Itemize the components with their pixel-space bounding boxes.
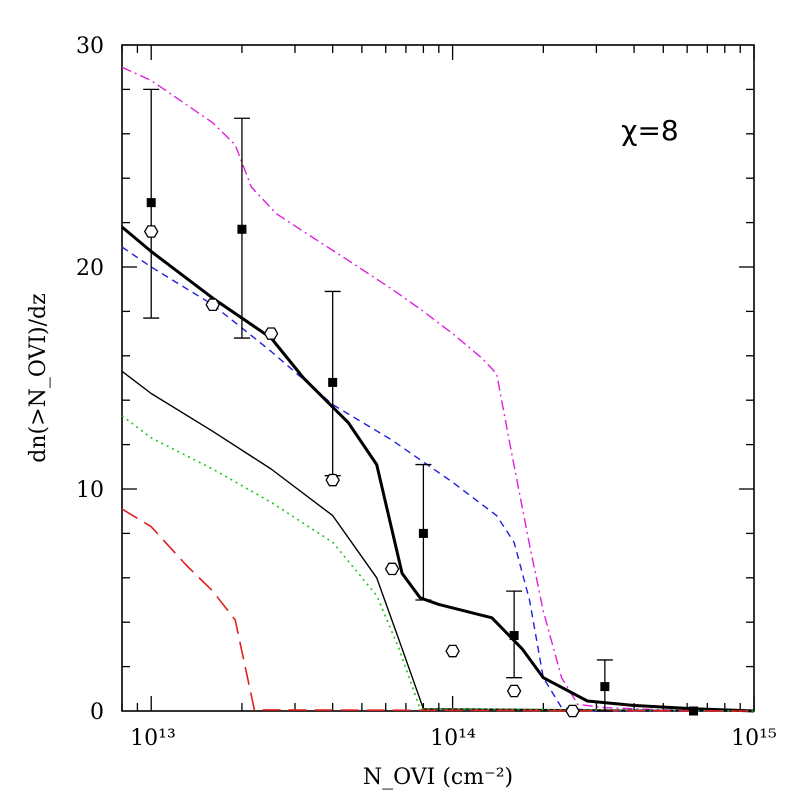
square-data-point — [146, 198, 156, 208]
square-data-point — [509, 631, 519, 641]
series-line-thick-solid — [121, 225, 755, 713]
square-data-point — [689, 706, 699, 716]
y-tick-label-0: 0 — [90, 700, 104, 725]
square-data-point — [418, 528, 428, 538]
series-group — [121, 66, 755, 713]
points-group — [143, 88, 699, 718]
axis-ticks — [121, 45, 755, 711]
series-line-dotted — [121, 415, 755, 712]
y-tick-label-10: 10 — [76, 478, 104, 503]
square-data-point — [600, 682, 610, 692]
hexagon-data-point — [445, 644, 460, 658]
series-line-thin-solid — [121, 370, 755, 712]
y-axis-label: dn(>N_OVI)/dz — [26, 293, 51, 462]
x-tick-label-1e13: 10¹³ — [130, 726, 176, 751]
x-axis-label: N_OVI (cm⁻²) — [363, 765, 513, 790]
series-line-short-dash — [121, 246, 754, 712]
hexagon-data-point — [506, 684, 522, 698]
hexagon-data-point — [263, 327, 279, 340]
y-tick-label-30: 30 — [76, 34, 104, 59]
square-data-point — [237, 224, 247, 234]
chi-annotation: χ=8 — [621, 114, 678, 147]
hexagon-data-point — [143, 225, 159, 238]
square-data-point — [328, 377, 338, 387]
x-tick-label-1e14: 10¹⁴ — [430, 726, 476, 751]
series-line-long-dash — [121, 508, 755, 712]
hexagon-data-point — [384, 562, 400, 576]
hexagon-data-point — [325, 473, 340, 487]
series-line-dash-dot — [121, 66, 755, 712]
y-tick-label-20: 20 — [76, 256, 104, 281]
hexagon-data-point — [565, 704, 580, 718]
plot-frame — [121, 44, 755, 712]
hexagon-data-point — [205, 298, 220, 312]
x-tick-label-1e15: 10¹⁵ — [731, 726, 777, 751]
